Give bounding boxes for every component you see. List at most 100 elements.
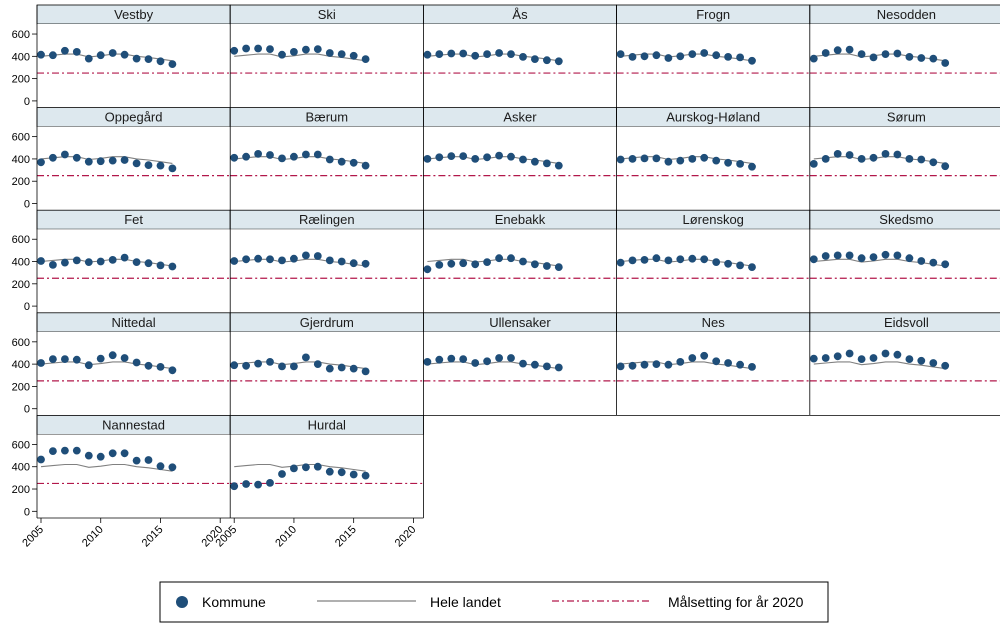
- data-point: [531, 360, 539, 369]
- panel-title: Nes: [702, 315, 726, 330]
- y-tick-label: 600: [12, 234, 30, 246]
- data-point: [941, 162, 950, 171]
- data-point: [471, 155, 480, 163]
- panel-title: Nannestad: [102, 417, 165, 432]
- panel-ski: Ski: [229, 4, 424, 108]
- data-point: [84, 451, 93, 460]
- data-point: [325, 49, 334, 57]
- data-point: [941, 260, 950, 269]
- data-point: [242, 44, 251, 53]
- data-point: [278, 50, 286, 59]
- plot-area: [37, 126, 231, 211]
- data-point: [736, 261, 744, 270]
- data-point: [96, 157, 105, 166]
- x-tick-label: 2005: [20, 524, 46, 550]
- data-point: [230, 361, 239, 370]
- y-tick-label: 200: [12, 176, 30, 188]
- data-point: [905, 155, 914, 163]
- data-point: [290, 362, 298, 371]
- panel-title: Nittedal: [112, 315, 156, 330]
- data-point: [349, 158, 358, 167]
- data-point: [652, 154, 661, 163]
- plot-area: [423, 24, 617, 108]
- data-point: [893, 350, 902, 359]
- data-point: [108, 156, 117, 165]
- data-point: [483, 357, 491, 366]
- panel-rælingen: Rælingen: [229, 209, 424, 313]
- data-point: [929, 54, 938, 63]
- data-point: [700, 255, 709, 264]
- data-point: [266, 255, 274, 264]
- panel-title: Oppegård: [105, 110, 163, 125]
- y-axis: 0 200 400 600: [12, 439, 37, 518]
- data-point: [278, 154, 286, 163]
- data-point: [132, 54, 141, 63]
- data-point: [156, 261, 165, 270]
- data-point: [254, 44, 262, 53]
- data-point: [833, 352, 842, 361]
- panel-title: Nesodden: [877, 7, 936, 22]
- y-tick-label: 600: [12, 132, 30, 144]
- data-point: [917, 155, 926, 164]
- data-point: [254, 359, 262, 368]
- data-point: [700, 351, 709, 360]
- data-point: [616, 50, 625, 58]
- plot-area: [230, 331, 424, 416]
- data-point: [869, 153, 878, 162]
- data-point: [869, 53, 878, 62]
- data-point: [61, 150, 69, 159]
- data-point: [49, 447, 57, 455]
- data-point: [242, 361, 251, 370]
- plot-area: [230, 434, 424, 518]
- legend-national-label: Hele landet: [430, 594, 501, 610]
- data-point: [313, 150, 322, 159]
- y-tick-label: 200: [12, 484, 30, 496]
- data-point: [349, 470, 358, 479]
- panel-fet: Fet: [36, 209, 231, 313]
- data-point: [120, 253, 129, 262]
- data-point: [72, 48, 81, 56]
- data-point: [72, 153, 81, 162]
- data-point: [349, 259, 358, 268]
- panel-title: Vestby: [114, 7, 154, 22]
- y-tick-label: 200: [12, 381, 30, 393]
- data-point: [929, 359, 938, 367]
- data-point: [881, 150, 890, 158]
- panel-sørum: Sørum: [809, 107, 1000, 211]
- data-point: [132, 456, 141, 465]
- data-point: [554, 263, 563, 271]
- data-point: [748, 56, 756, 65]
- data-point: [313, 45, 322, 53]
- data-point: [61, 355, 69, 363]
- data-point: [325, 256, 334, 265]
- data-point: [325, 155, 334, 164]
- data-point: [459, 259, 468, 268]
- data-point: [736, 160, 744, 168]
- data-point: [748, 263, 756, 271]
- data-point: [290, 48, 298, 56]
- data-point: [531, 157, 539, 166]
- x-tick-label: 2015: [140, 524, 166, 550]
- data-point: [640, 154, 649, 163]
- data-point: [845, 349, 854, 358]
- data-point: [266, 151, 274, 159]
- data-point: [640, 52, 649, 61]
- plot-area: [809, 126, 1000, 211]
- data-point: [507, 50, 515, 58]
- data-point: [507, 152, 515, 161]
- data-point: [302, 251, 310, 260]
- plot-area: [37, 229, 231, 313]
- panel-oppegård: Oppegård: [36, 107, 231, 211]
- panel-vestby: Vestby: [36, 4, 231, 108]
- data-point: [168, 164, 177, 173]
- data-point: [435, 261, 444, 269]
- data-point: [61, 258, 69, 267]
- y-tick-label: 200: [12, 279, 30, 291]
- data-point: [724, 259, 732, 268]
- data-point: [361, 471, 370, 480]
- data-point: [809, 54, 818, 63]
- panel-title: Frogn: [696, 7, 730, 22]
- data-point: [435, 153, 444, 162]
- data-point: [278, 256, 286, 265]
